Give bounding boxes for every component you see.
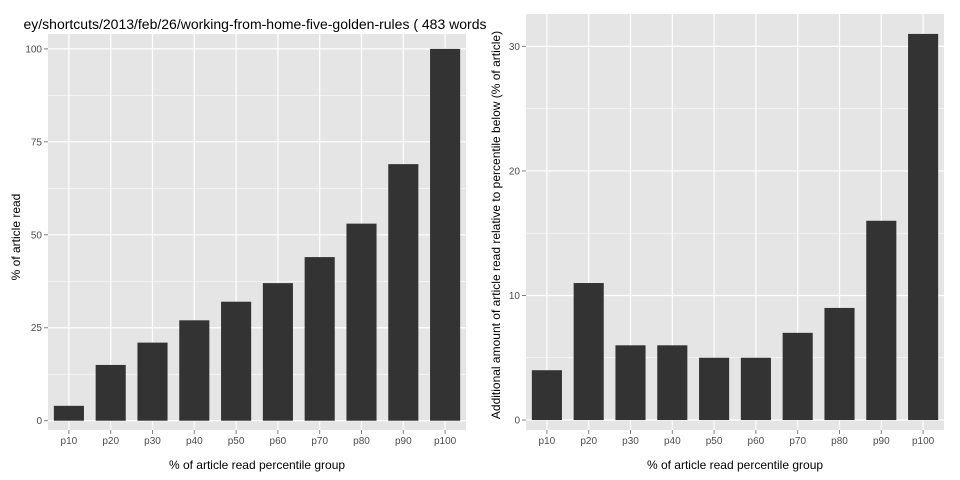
left-x-tick-label-p10: p10	[61, 436, 78, 447]
left-bar-p30	[137, 342, 168, 421]
left-x-tick-label-p90: p90	[395, 436, 412, 447]
right-x-tick-label-p100: p100	[912, 436, 935, 447]
left-chart-title: ey/shortcuts/2013/feb/26/working-from-ho…	[24, 16, 487, 32]
right-bar-p70	[782, 332, 813, 421]
right-bar-p60	[740, 357, 771, 421]
left-x-tick-label-p30: p30	[144, 436, 161, 447]
left-y-tick-label: 50	[31, 230, 43, 241]
left-y-ticks: 0 25 50 75 100	[25, 44, 48, 427]
left-bar-p50	[221, 301, 252, 421]
right-x-tick-label-p50: p50	[706, 436, 723, 447]
right-bar-p80	[824, 307, 855, 421]
right-y-axis-label: Additional amount of article read relati…	[489, 31, 503, 419]
right-y-tick-label: 30	[509, 42, 521, 53]
right-y-tick-label: 20	[509, 166, 521, 177]
right-x-tick-label-p70: p70	[789, 436, 806, 447]
left-x-tick-label-p80: p80	[353, 436, 370, 447]
right-x-tick-label-p90: p90	[873, 436, 890, 447]
right-x-axis-label: % of article read percentile group	[647, 458, 823, 472]
right-bar-p90	[866, 220, 897, 421]
right-y-ticks: 0 10 20 30	[509, 42, 526, 427]
right-bar-p50	[699, 357, 730, 421]
left-y-axis-label: % of article read	[9, 194, 23, 281]
left-x-tick-label-p100: p100	[434, 436, 457, 447]
left-x-tick-label-p60: p60	[270, 436, 287, 447]
left-bar-p60	[262, 283, 293, 421]
left-bar-p80	[346, 223, 377, 421]
right-y-tick-label: 10	[509, 291, 521, 302]
left-y-tick-label: 0	[36, 416, 42, 427]
right-bar-p10	[531, 370, 562, 421]
left-bar-p40	[179, 320, 210, 421]
left-x-tick-label-p70: p70	[311, 436, 328, 447]
right-x-tick-label-p40: p40	[664, 436, 681, 447]
left-x-tick-label-p40: p40	[186, 436, 203, 447]
left-y-tick-label: 25	[31, 323, 43, 334]
left-x-ticks: p10 p20 p30 p40 p50 p60 p70 p80 p90 p100	[61, 430, 457, 447]
left-x-axis-label: % of article read percentile group	[169, 458, 345, 472]
right-x-tick-label-p80: p80	[831, 436, 848, 447]
right-bar-p40	[657, 345, 688, 421]
right-bars	[531, 33, 939, 421]
left-bar-p10	[53, 405, 84, 421]
left-bar-p70	[304, 257, 335, 421]
left-bar-p90	[388, 164, 419, 421]
left-bars	[53, 48, 461, 421]
left-bar-p100	[430, 48, 461, 421]
left-y-tick-label: 75	[31, 137, 43, 148]
right-y-tick-label: 0	[514, 416, 520, 427]
left-x-tick-label-p20: p20	[102, 436, 119, 447]
right-bar-p100	[908, 33, 939, 421]
left-bar-p20	[95, 364, 126, 421]
right-bar-p20	[573, 283, 604, 421]
right-x-tick-label-p10: p10	[539, 436, 556, 447]
right-bar-p30	[615, 345, 646, 421]
right-x-tick-label-p30: p30	[622, 436, 639, 447]
right-x-ticks: p10 p20 p30 p40 p50 p60 p70 p80 p90 p100	[539, 430, 935, 447]
left-y-tick-label: 100	[25, 44, 42, 55]
right-x-tick-label-p20: p20	[580, 436, 597, 447]
left-x-tick-label-p50: p50	[228, 436, 245, 447]
right-x-tick-label-p60: p60	[748, 436, 765, 447]
